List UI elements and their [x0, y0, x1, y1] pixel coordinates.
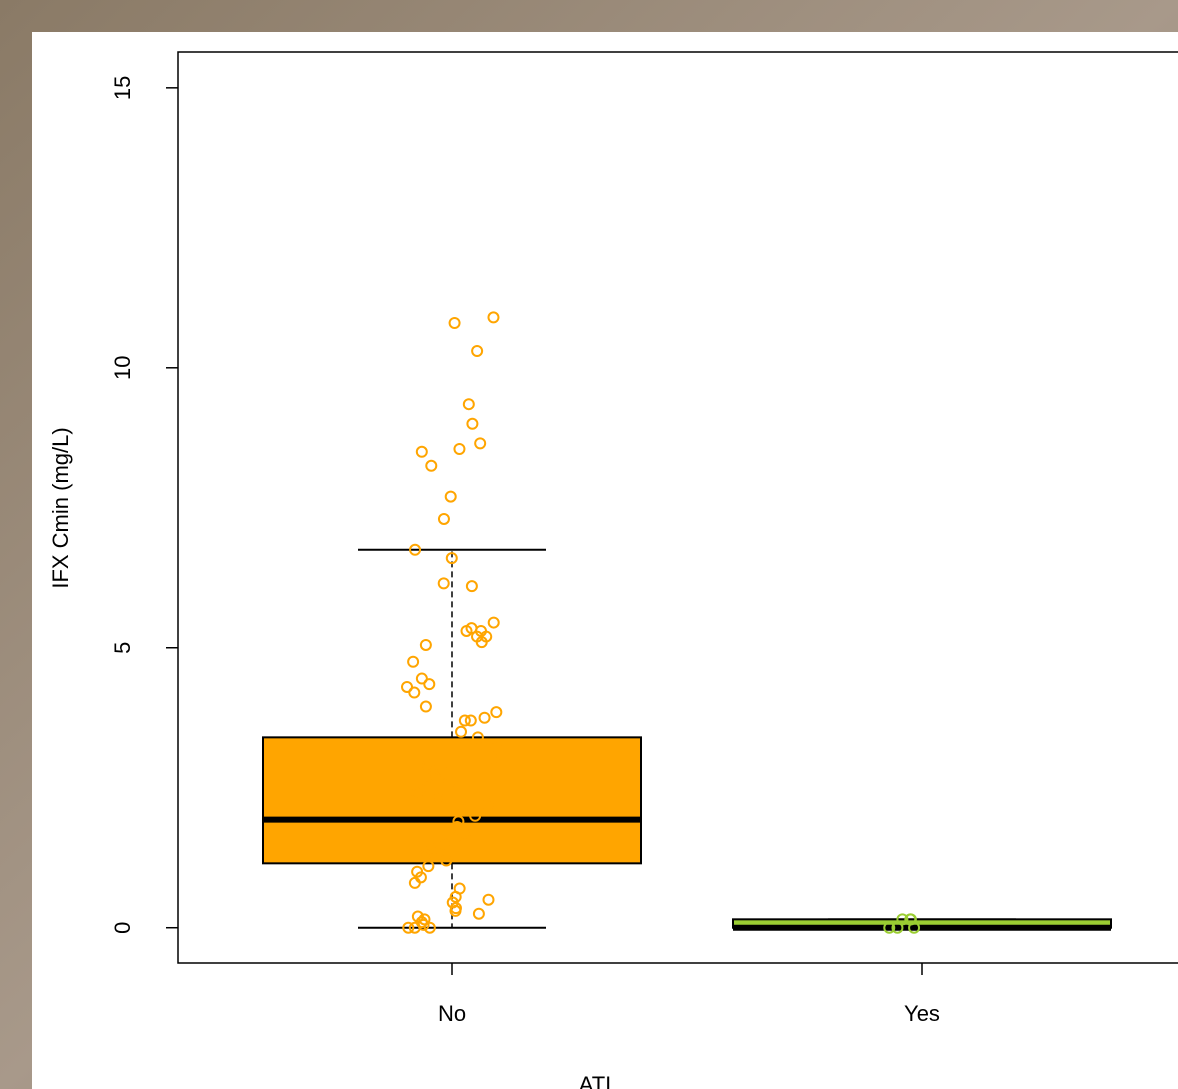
- y-tick-label: 15: [110, 76, 135, 100]
- x-tick-label: No: [438, 1001, 466, 1026]
- chart: IFX Cmin (mg/L) ATI 0 5 10 15 No Yes: [0, 0, 1178, 1089]
- box: [263, 737, 641, 863]
- x-tick-label: Yes: [904, 1001, 940, 1026]
- y-tick-label: 0: [110, 922, 135, 934]
- y-axis-label: IFX Cmin (mg/L): [48, 427, 73, 588]
- y-tick-label: 5: [110, 642, 135, 654]
- x-axis-label: ATI: [579, 1072, 612, 1089]
- page: {"chart_data": { "type": "box", "y_label…: [0, 0, 1178, 1089]
- y-tick-label: 10: [110, 356, 135, 380]
